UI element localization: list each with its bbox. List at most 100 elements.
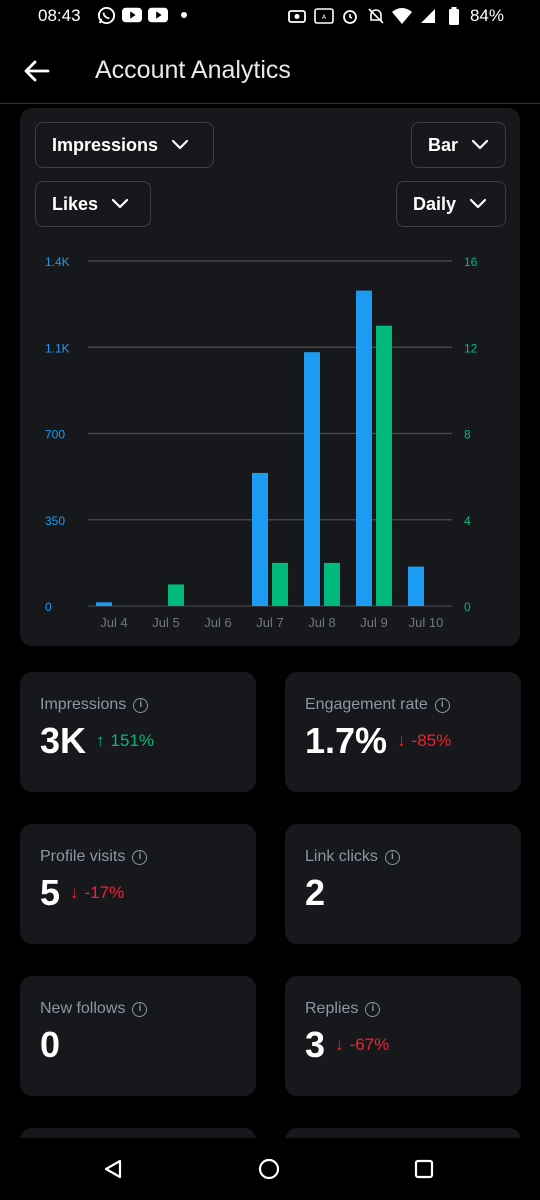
- x-tick-label: Jul 7: [256, 615, 283, 630]
- status-time: 08:43: [38, 6, 81, 25]
- stat-value: 0: [40, 1024, 61, 1065]
- stat-card-new-follows[interactable]: New follows i 0: [20, 976, 256, 1096]
- page-title: Account Analytics: [95, 56, 291, 84]
- x-tick-label: Jul 5: [152, 615, 179, 630]
- notification-icons: [96, 6, 194, 24]
- status-bar: 08:43 A: [0, 0, 540, 32]
- stat-label: Impressions: [40, 696, 127, 713]
- stat-change-value: -85%: [411, 731, 452, 750]
- y-left-tick-label: 0: [45, 600, 52, 614]
- stat-value: 1.7%: [305, 720, 388, 761]
- bar-likes: [168, 584, 184, 606]
- y-left-tick-label: 700: [45, 428, 65, 442]
- stat-value: 2: [305, 872, 326, 913]
- arrow-down-icon: ↓: [335, 1035, 344, 1054]
- stat-change: ↑ 151%: [96, 731, 154, 751]
- metric-primary-label: Impressions: [52, 134, 159, 155]
- y-right-tick-label: 16: [464, 255, 478, 269]
- nav-back-button[interactable]: [100, 1156, 126, 1182]
- stat-change: ↓ -17%: [70, 883, 124, 903]
- stat-change: ↓ -67%: [335, 1035, 389, 1055]
- stat-value: 3: [305, 1024, 326, 1065]
- bar-impressions: [96, 602, 112, 606]
- stat-label: Replies: [305, 1000, 359, 1017]
- y-right-tick-label: 0: [464, 600, 471, 614]
- back-button[interactable]: [20, 54, 54, 88]
- bar-impressions: [356, 290, 372, 606]
- x-tick-label: Jul 6: [204, 615, 231, 630]
- interval-dropdown[interactable]: Daily: [396, 181, 506, 227]
- stat-card-impressions[interactable]: Impressions i 3K ↑ 151%: [20, 672, 256, 792]
- arrow-down-icon: ↓: [397, 731, 406, 750]
- stat-change-value: 151%: [110, 731, 155, 750]
- stat-card-replies[interactable]: Replies i 3 ↓ -67%: [285, 976, 521, 1096]
- bar-impressions: [304, 352, 320, 606]
- info-icon[interactable]: i: [384, 849, 400, 865]
- arrow-up-icon: ↑: [96, 731, 105, 750]
- bar-chart: 0 0 350 4 700 8 1.1K 12 1.4K 16 Jul 4 Jul 5 Jul 6 Jul…: [45, 255, 478, 630]
- info-icon[interactable]: i: [132, 849, 148, 865]
- circle-home-icon: [258, 1158, 280, 1180]
- y-left-tick-label: 350: [45, 514, 65, 528]
- auto-brightness-icon: A: [314, 7, 334, 25]
- arrow-down-icon: ↓: [70, 883, 79, 902]
- app-header: Account Analytics: [0, 40, 540, 104]
- chart-type-dropdown[interactable]: Bar: [411, 122, 506, 168]
- screen-record-icon: [288, 7, 308, 25]
- stat-card-link-clicks[interactable]: Link clicks i 2: [285, 824, 521, 944]
- stat-card-profile-visits[interactable]: Profile visits i 5 ↓ -17%: [20, 824, 256, 944]
- info-icon[interactable]: i: [434, 697, 450, 713]
- interval-label: Daily: [413, 193, 457, 214]
- signal-icon: [418, 7, 438, 25]
- info-icon[interactable]: i: [132, 1001, 148, 1017]
- stat-label: Link clicks: [305, 848, 378, 865]
- info-icon[interactable]: i: [365, 1001, 381, 1017]
- battery-level: 84%: [469, 6, 504, 25]
- alarm-icon: [340, 7, 360, 25]
- x-tick-label: Jul 4: [100, 615, 127, 630]
- youtube-icon: [122, 6, 142, 24]
- x-tick-label: Jul 8: [308, 615, 335, 630]
- triangle-back-icon: [104, 1159, 122, 1179]
- svg-text:A: A: [322, 14, 327, 21]
- system-nav-bar: [0, 1138, 540, 1200]
- nav-recents-button[interactable]: [411, 1156, 437, 1182]
- chevron-down-icon: [472, 140, 489, 150]
- stat-label: Engagement rate: [305, 696, 428, 713]
- system-icons: A 84%: [288, 6, 504, 26]
- nav-home-button[interactable]: [256, 1156, 282, 1182]
- bar-likes: [376, 325, 392, 606]
- arrow-left-icon: [24, 60, 50, 82]
- whatsapp-icon: [96, 6, 116, 24]
- dot-icon: [174, 6, 194, 24]
- mute-icon: [366, 7, 386, 25]
- wifi-icon: [391, 7, 412, 25]
- stat-value: 5: [40, 872, 61, 913]
- metric-secondary-label: Likes: [52, 193, 99, 214]
- bar-impressions: [408, 566, 424, 606]
- stat-card-engagement-rate[interactable]: Engagement rate i 1.7% ↓ -85%: [285, 672, 521, 792]
- info-icon[interactable]: i: [133, 697, 149, 713]
- stat-label: New follows: [40, 1000, 126, 1017]
- bar-likes: [324, 562, 340, 606]
- chart-type-label: Bar: [428, 134, 459, 155]
- youtube-icon: [148, 6, 168, 24]
- stat-change-value: -17%: [84, 883, 125, 902]
- chart-card: Impressions Bar Likes Daily 0 0 350 4 700 8 1.…: [20, 108, 520, 646]
- metric-secondary-dropdown[interactable]: Likes: [35, 181, 151, 227]
- x-tick-label: Jul 9: [360, 615, 387, 630]
- metric-primary-dropdown[interactable]: Impressions: [35, 122, 214, 168]
- stat-label: Profile visits: [40, 848, 126, 865]
- bar-impressions: [252, 472, 268, 606]
- stat-value: 3K: [40, 720, 87, 761]
- chevron-down-icon: [470, 199, 487, 209]
- chevron-down-icon: [112, 199, 129, 209]
- y-left-tick-label: 1.4K: [45, 255, 70, 269]
- stat-change: ↓ -85%: [397, 731, 451, 751]
- y-right-tick-label: 12: [464, 341, 478, 355]
- stat-change-value: -67%: [349, 1035, 390, 1054]
- x-tick-label: Jul 10: [409, 615, 444, 630]
- y-right-tick-label: 8: [464, 428, 471, 442]
- y-left-tick-label: 1.1K: [45, 341, 70, 355]
- chevron-down-icon: [172, 140, 189, 150]
